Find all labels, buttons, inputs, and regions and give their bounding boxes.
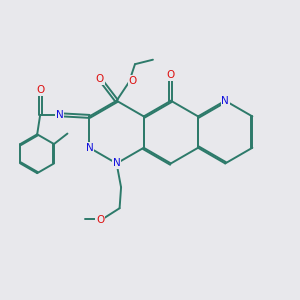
Text: O: O	[36, 85, 44, 95]
Text: N: N	[85, 143, 93, 153]
Text: N: N	[56, 110, 64, 120]
Text: O: O	[96, 215, 104, 225]
Text: N: N	[113, 158, 121, 168]
Text: O: O	[96, 74, 104, 84]
Text: N: N	[221, 96, 229, 106]
Text: O: O	[167, 70, 175, 80]
Text: O: O	[128, 76, 137, 85]
